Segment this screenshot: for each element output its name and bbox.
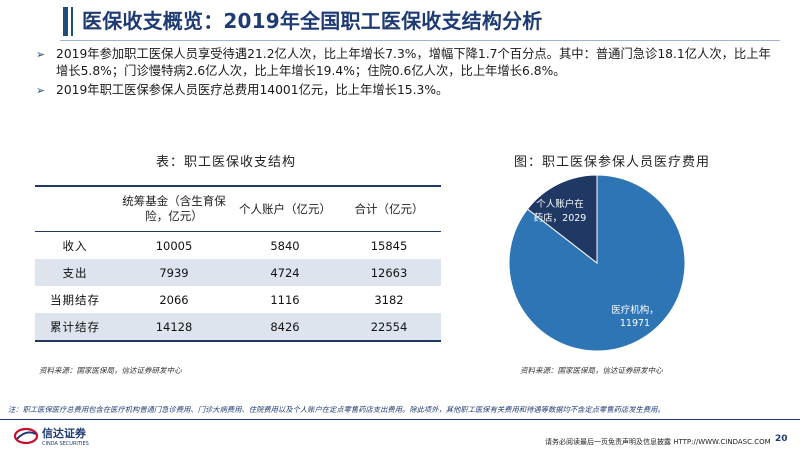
- bullet-arrow-icon: ➢: [36, 48, 46, 61]
- table-title: 表：职工医保收支结构: [156, 155, 297, 170]
- table-header-cell: 个人账户（亿元）: [239, 201, 331, 216]
- table-source: 资料来源：国家医保局，信达证券研发中心: [39, 366, 182, 375]
- pie-label-small-line2: 药店，2029: [534, 212, 587, 224]
- bullet-item: ➢ 2019年职工医保参保人员医疗总费用14001亿元，比上年增长15.3%。: [36, 82, 776, 99]
- bullet-arrow-icon: ➢: [36, 84, 46, 97]
- company-logo: 信达证券 CINDA SECURITIES: [14, 426, 89, 447]
- table-cell: 3182: [374, 292, 404, 307]
- table-header-cell: 统筹基金（含生育保险，亿元）: [122, 194, 226, 223]
- table-row: 当期结存 2066 1116 3182: [35, 286, 441, 313]
- table-cell: 12663: [370, 265, 408, 280]
- table-cell: 5840: [270, 238, 300, 253]
- row-label: 支出: [62, 265, 88, 280]
- medical-cost-pie-chart: 个人账户在 药店，2029 医疗机构， 11971: [508, 174, 686, 352]
- logo-text-cn: 信达证券: [42, 426, 87, 440]
- table-cell: 2066: [159, 292, 189, 307]
- page-number: 20: [775, 434, 788, 444]
- table-cell: 10005: [155, 238, 193, 253]
- table-cell: 8426: [270, 319, 300, 334]
- table-header-cell: [35, 186, 115, 232]
- chart-title: 图：职工医保参保人员医疗费用: [514, 155, 711, 170]
- bullet-list: ➢ 2019年参加职工医保人员享受待遇21.2亿人次，比上年增长7.3%，增幅下…: [36, 46, 776, 101]
- row-label: 收入: [62, 238, 88, 253]
- table-row: 累计结存 14128 8426 22554: [35, 313, 441, 341]
- disclaimer-link[interactable]: 请务必阅读最后一页免责声明及信息披露 HTTP://WWW.CINDASC.CO…: [545, 438, 771, 446]
- chart-source: 资料来源：国家医保局，信达证券研发中心: [520, 366, 663, 375]
- bullet-text: 2019年职工医保参保人员医疗总费用14001亿元，比上年增长15.3%。: [56, 83, 449, 97]
- title-accent-bar: [63, 7, 68, 36]
- table-header-row: 统筹基金（含生育保险，亿元） 个人账户（亿元） 合计（亿元）: [35, 186, 441, 232]
- table-header-cell: 合计（亿元）: [354, 201, 424, 216]
- row-label: 当期结存: [50, 292, 100, 307]
- table-cell: 1116: [270, 292, 300, 307]
- table-cell: 7939: [159, 265, 189, 280]
- pie-slice-pharmacy: [526, 174, 598, 265]
- table-cell: 14128: [155, 319, 193, 334]
- title-bar: 医保收支概览：2019年全国职工医保收支结构分析: [0, 0, 800, 44]
- table-cell: 15845: [370, 238, 408, 253]
- logo-mark-icon: [14, 427, 39, 445]
- row-label: 累计结存: [50, 319, 100, 334]
- table-cell: 22554: [370, 319, 408, 334]
- logo-text-en: CINDA SECURITIES: [42, 441, 89, 447]
- pie-label-big-line1: 医疗机构，: [611, 304, 659, 316]
- bullet-item: ➢ 2019年参加职工医保人员享受待遇21.2亿人次，比上年增长7.3%，增幅下…: [36, 46, 776, 80]
- title-divider: [60, 40, 780, 41]
- pie-label-big-line2: 11971: [620, 318, 650, 329]
- table-row: 收入 10005 5840 15845: [35, 232, 441, 260]
- income-expense-table: 统筹基金（含生育保险，亿元） 个人账户（亿元） 合计（亿元） 收入 10005 …: [35, 185, 441, 342]
- bullet-text: 2019年参加职工医保人员享受待遇21.2亿人次，比上年增长7.3%，增幅下降1…: [56, 47, 771, 78]
- footnote: 注：职工医保医疗总费用包含在医疗机构普通门急诊费用、门诊大病费用、住院费用以及个…: [8, 405, 665, 414]
- table-cell: 4724: [270, 265, 300, 280]
- pie-label-small-line1: 个人账户在: [536, 198, 584, 210]
- title-accent-bar-thin: [71, 7, 73, 36]
- footer-divider: [0, 419, 800, 420]
- table-row: 支出 7939 4724 12663: [35, 259, 441, 286]
- page-title: 医保收支概览：2019年全国职工医保收支结构分析: [82, 9, 543, 33]
